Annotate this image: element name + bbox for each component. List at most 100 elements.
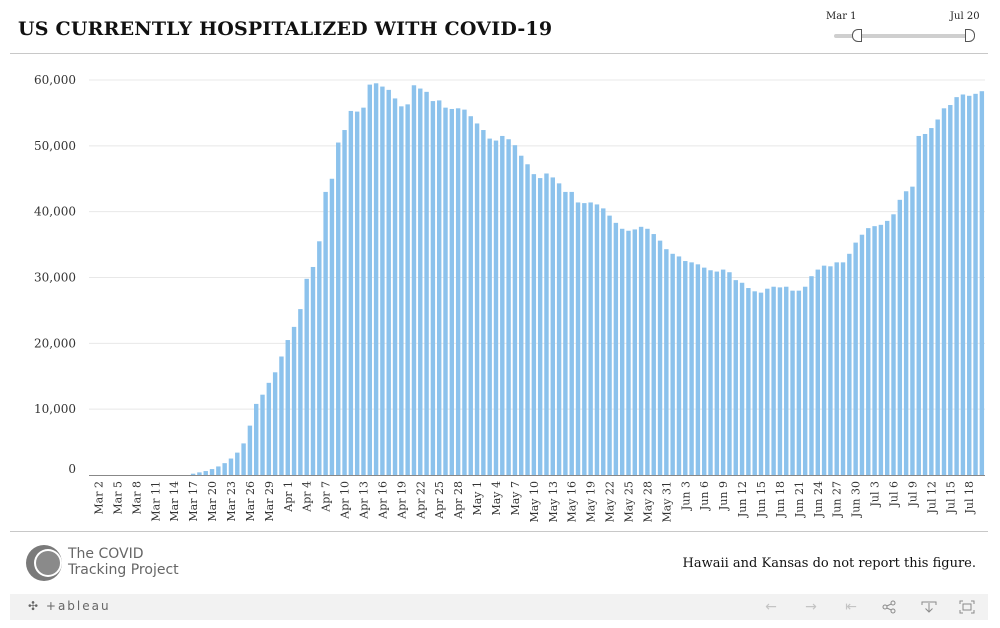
bar[interactable] xyxy=(796,290,802,475)
bar[interactable] xyxy=(430,101,436,475)
bar[interactable] xyxy=(323,191,328,476)
tableau-logo[interactable]: ✣ +ableau xyxy=(28,599,111,613)
bar[interactable] xyxy=(866,228,871,476)
bar[interactable] xyxy=(399,106,404,475)
bar[interactable] xyxy=(695,264,701,475)
bar[interactable] xyxy=(828,266,833,475)
bar[interactable] xyxy=(342,130,347,475)
bar[interactable] xyxy=(859,234,865,475)
date-range-slider[interactable]: Mar 1 Jul 20 xyxy=(826,8,986,48)
bar[interactable] xyxy=(935,119,940,476)
bar[interactable] xyxy=(241,443,246,475)
bar[interactable] xyxy=(720,269,726,475)
bar[interactable] xyxy=(373,83,379,475)
bar[interactable] xyxy=(285,340,290,475)
bar[interactable] xyxy=(235,452,240,475)
bar[interactable] xyxy=(348,110,354,475)
bar[interactable] xyxy=(392,98,398,476)
bar[interactable] xyxy=(575,202,581,475)
bar[interactable] xyxy=(254,403,259,475)
bar[interactable] xyxy=(840,262,846,475)
revert-icon[interactable]: ⇤ xyxy=(845,599,857,615)
bar[interactable] xyxy=(979,91,985,475)
bar[interactable] xyxy=(967,95,972,476)
bar[interactable] xyxy=(298,309,303,475)
bar[interactable] xyxy=(790,290,795,475)
bar[interactable] xyxy=(872,226,877,475)
bar[interactable] xyxy=(197,472,202,475)
bar[interactable] xyxy=(247,425,253,476)
bar[interactable] xyxy=(657,240,663,475)
bar[interactable] xyxy=(468,116,473,476)
bar[interactable] xyxy=(537,178,543,475)
bar[interactable] xyxy=(878,224,884,475)
bar[interactable] xyxy=(702,267,707,476)
covid-tracking-project-logo[interactable]: The COVID Tracking Project xyxy=(24,540,184,586)
bar[interactable] xyxy=(386,89,391,476)
bar[interactable] xyxy=(411,85,417,475)
bar[interactable] xyxy=(834,262,839,475)
slider-start-handle[interactable] xyxy=(852,29,862,42)
bar[interactable] xyxy=(765,288,770,475)
slider-track[interactable] xyxy=(834,34,972,38)
bar[interactable] xyxy=(272,372,278,475)
bar[interactable] xyxy=(664,249,669,475)
bar[interactable] xyxy=(203,471,208,475)
bar[interactable] xyxy=(619,228,625,475)
bar[interactable] xyxy=(291,326,297,476)
bar[interactable] xyxy=(973,93,978,475)
bar[interactable] xyxy=(354,111,360,475)
bar[interactable] xyxy=(632,229,638,475)
bar[interactable] xyxy=(910,186,915,475)
bar[interactable] xyxy=(544,173,549,475)
bar[interactable] xyxy=(304,278,309,475)
bar[interactable] xyxy=(607,215,612,475)
bar[interactable] xyxy=(733,280,738,475)
bar[interactable] xyxy=(802,286,808,475)
bar[interactable] xyxy=(626,230,631,475)
bar[interactable] xyxy=(922,133,928,475)
bar[interactable] xyxy=(714,271,720,475)
bar[interactable] xyxy=(405,104,410,476)
bar[interactable] xyxy=(493,140,499,475)
bar[interactable] xyxy=(525,164,530,475)
bar[interactable] xyxy=(853,242,858,475)
bar[interactable] xyxy=(727,272,732,475)
bar[interactable] xyxy=(651,234,656,475)
undo-icon[interactable]: ← xyxy=(765,599,777,615)
bar[interactable] xyxy=(462,109,467,476)
bar[interactable] xyxy=(361,107,366,476)
bar[interactable] xyxy=(500,135,505,475)
bar[interactable] xyxy=(670,253,675,475)
bar[interactable] xyxy=(809,276,814,475)
bar[interactable] xyxy=(582,203,587,476)
bar[interactable] xyxy=(903,191,909,475)
fullscreen-icon[interactable] xyxy=(956,597,978,617)
bar[interactable] xyxy=(758,292,764,475)
bar[interactable] xyxy=(815,269,820,475)
download-icon[interactable] xyxy=(918,597,940,617)
bar[interactable] xyxy=(683,261,688,475)
bar[interactable] xyxy=(228,458,234,475)
bar[interactable] xyxy=(689,262,694,475)
bar[interactable] xyxy=(279,356,284,476)
bar[interactable] xyxy=(449,108,455,475)
bar[interactable] xyxy=(588,202,593,475)
bar[interactable] xyxy=(960,94,966,476)
bar[interactable] xyxy=(752,291,757,475)
bar[interactable] xyxy=(329,178,335,475)
bar[interactable] xyxy=(367,84,372,476)
bar[interactable] xyxy=(676,256,682,475)
bar[interactable] xyxy=(222,463,227,475)
bar[interactable] xyxy=(569,191,574,476)
bar[interactable] xyxy=(418,88,423,475)
bar[interactable] xyxy=(550,177,555,475)
bar[interactable] xyxy=(424,91,429,475)
bar[interactable] xyxy=(948,105,953,475)
bar[interactable] xyxy=(601,208,606,476)
bar[interactable] xyxy=(954,97,959,475)
bar[interactable] xyxy=(884,220,890,475)
bar[interactable] xyxy=(563,191,568,476)
bar[interactable] xyxy=(336,142,341,475)
slider-end-handle[interactable] xyxy=(965,29,975,42)
